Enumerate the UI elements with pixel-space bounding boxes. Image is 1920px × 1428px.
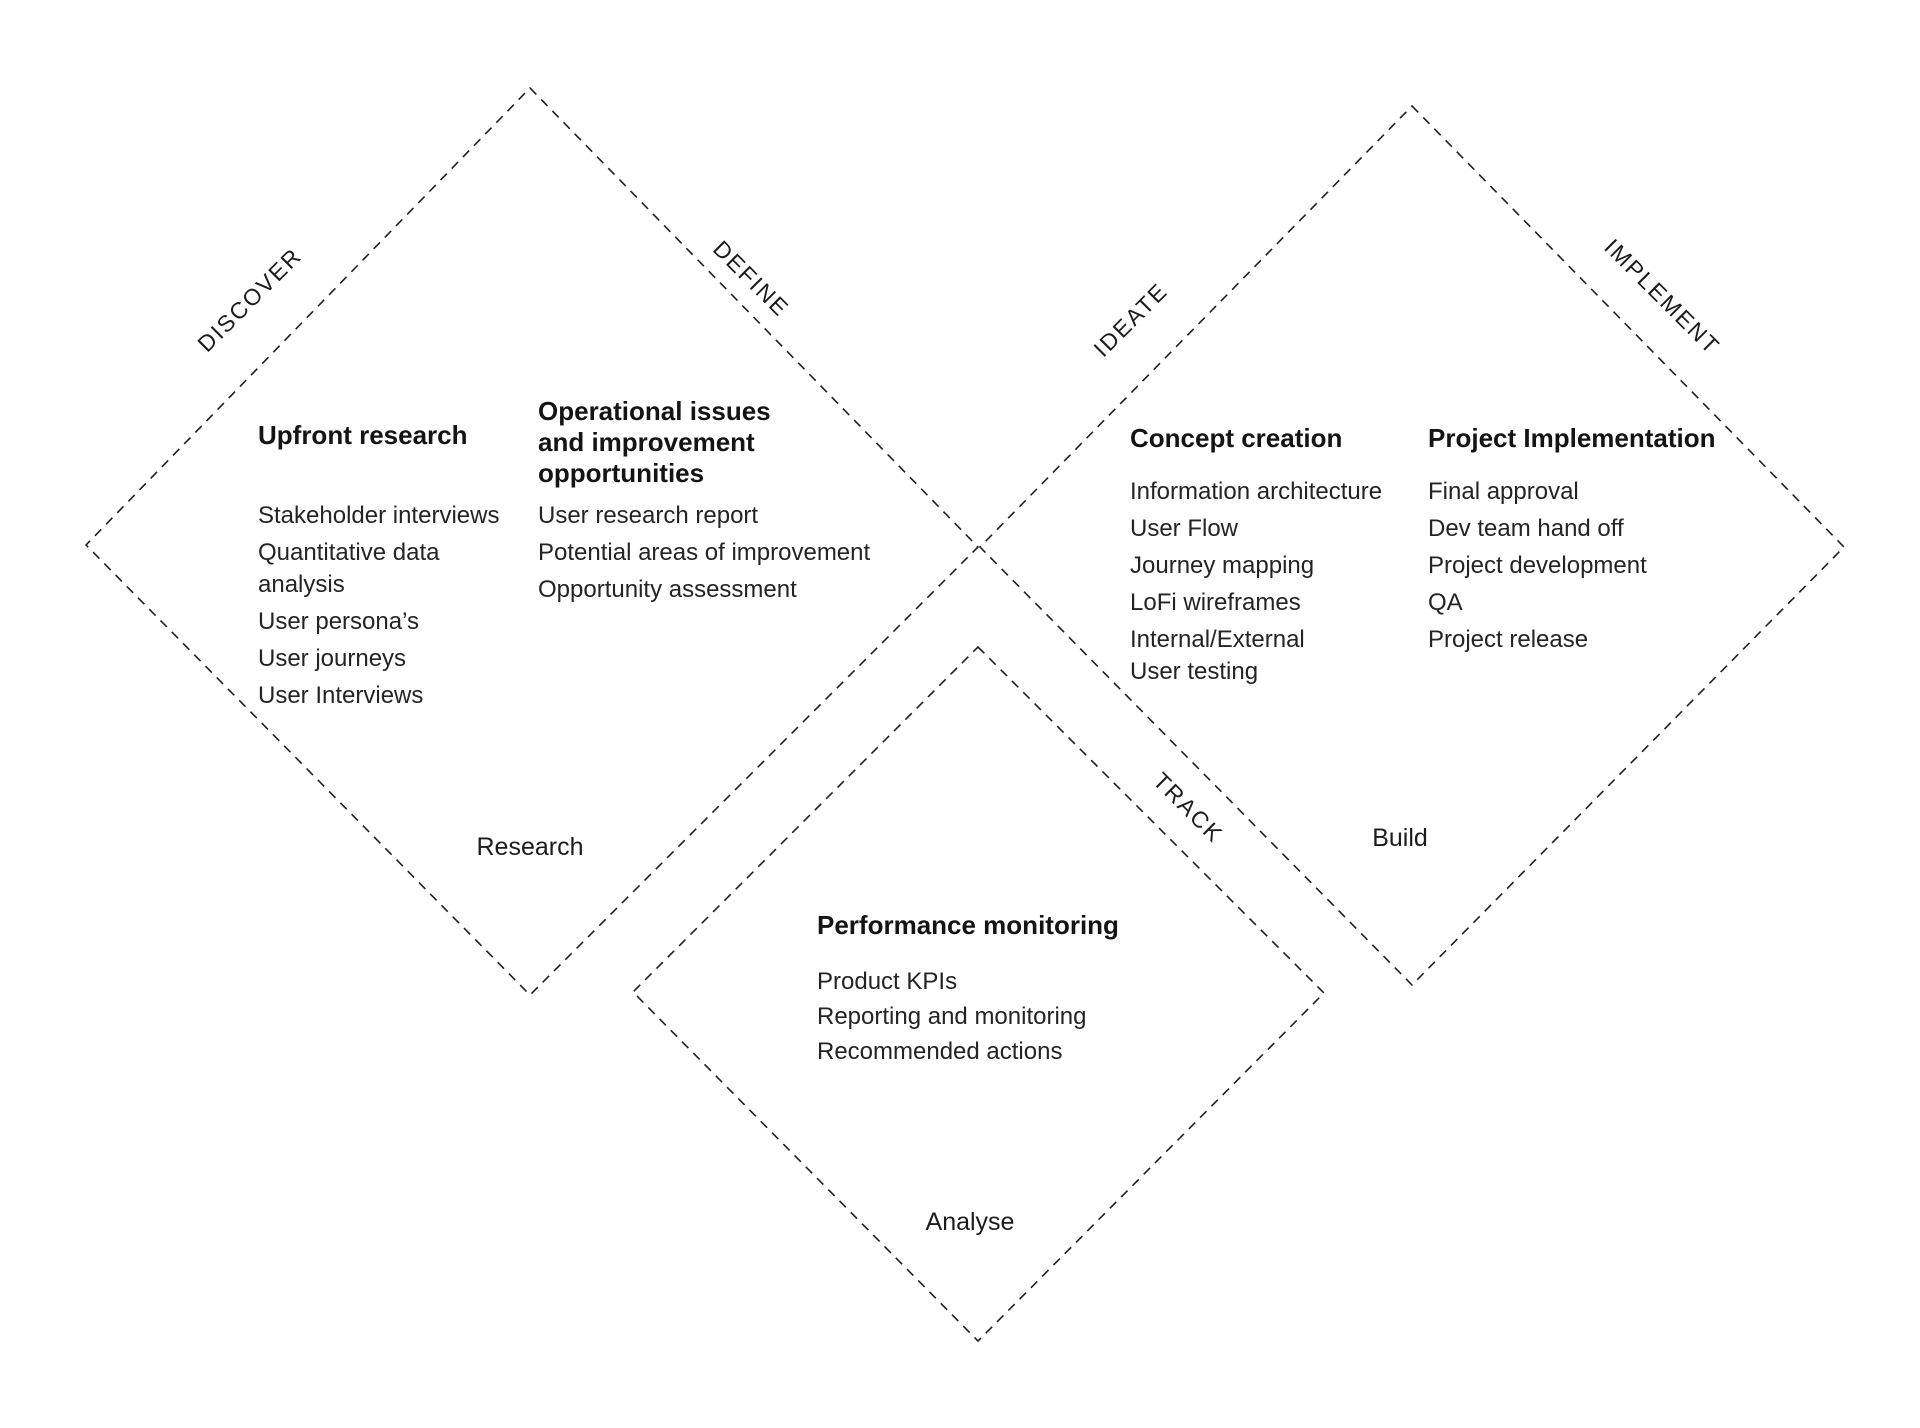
block-title-upfront-research: Upfront research: [258, 420, 468, 450]
stage-label-build: Build: [1372, 824, 1428, 852]
block-item: Product KPIs: [817, 968, 958, 995]
block-item: Final approval: [1428, 478, 1579, 505]
research-diamond-outline: [84, 86, 980, 997]
block-item: Opportunity assessment: [538, 576, 797, 603]
operational-issues-items: User research report Potential areas of …: [538, 500, 958, 611]
block-item: Stakeholder interviews: [258, 502, 500, 529]
block-item: Journey mapping: [1130, 552, 1315, 579]
block-item: User journeys: [258, 645, 407, 672]
block-item: User research report: [538, 502, 759, 529]
block-item: User persona’s: [258, 608, 419, 635]
stage-label-research: Research: [476, 833, 584, 861]
block-item: LoFi wireframes: [1130, 589, 1301, 616]
block-item: Project release: [1428, 626, 1589, 653]
block-item: Dev team hand off: [1428, 515, 1624, 542]
concept-creation-items: Information architecture User Flow Journ…: [1130, 476, 1420, 693]
block-item: Information architecture: [1130, 478, 1383, 505]
block-item: Reporting and monitoring: [817, 1003, 1087, 1030]
block-title-operational-issues: Operational issues and improvement oppor…: [538, 396, 771, 488]
block-item: Project development: [1428, 552, 1647, 579]
block-item: Quantitative data analysis: [258, 539, 440, 598]
stage-label-analyse: Analyse: [925, 1208, 1015, 1236]
block-title-project-implementation: Project Implementation: [1428, 423, 1716, 453]
block-item: Potential areas of improvement: [538, 539, 871, 566]
block-item: User Flow: [1130, 515, 1239, 542]
analyse-diamond-outline: [631, 645, 1326, 1343]
block-item: Recommended actions: [817, 1038, 1063, 1065]
block-title-performance-monitoring: Performance monitoring: [817, 910, 1119, 940]
block-item: QA: [1428, 589, 1463, 616]
block-item: User Interviews: [258, 682, 424, 709]
build-diamond-outline: [978, 104, 1846, 987]
performance-monitoring-items: Product KPIs Reporting and monitoring Re…: [817, 966, 1147, 1071]
project-implementation-items: Final approval Dev team hand off Project…: [1428, 476, 1728, 661]
block-title-concept-creation: Concept creation: [1130, 423, 1343, 453]
block-item: Internal/External User testing: [1130, 626, 1305, 685]
upfront-research-items: Stakeholder interviews Quantitative data…: [258, 500, 528, 717]
